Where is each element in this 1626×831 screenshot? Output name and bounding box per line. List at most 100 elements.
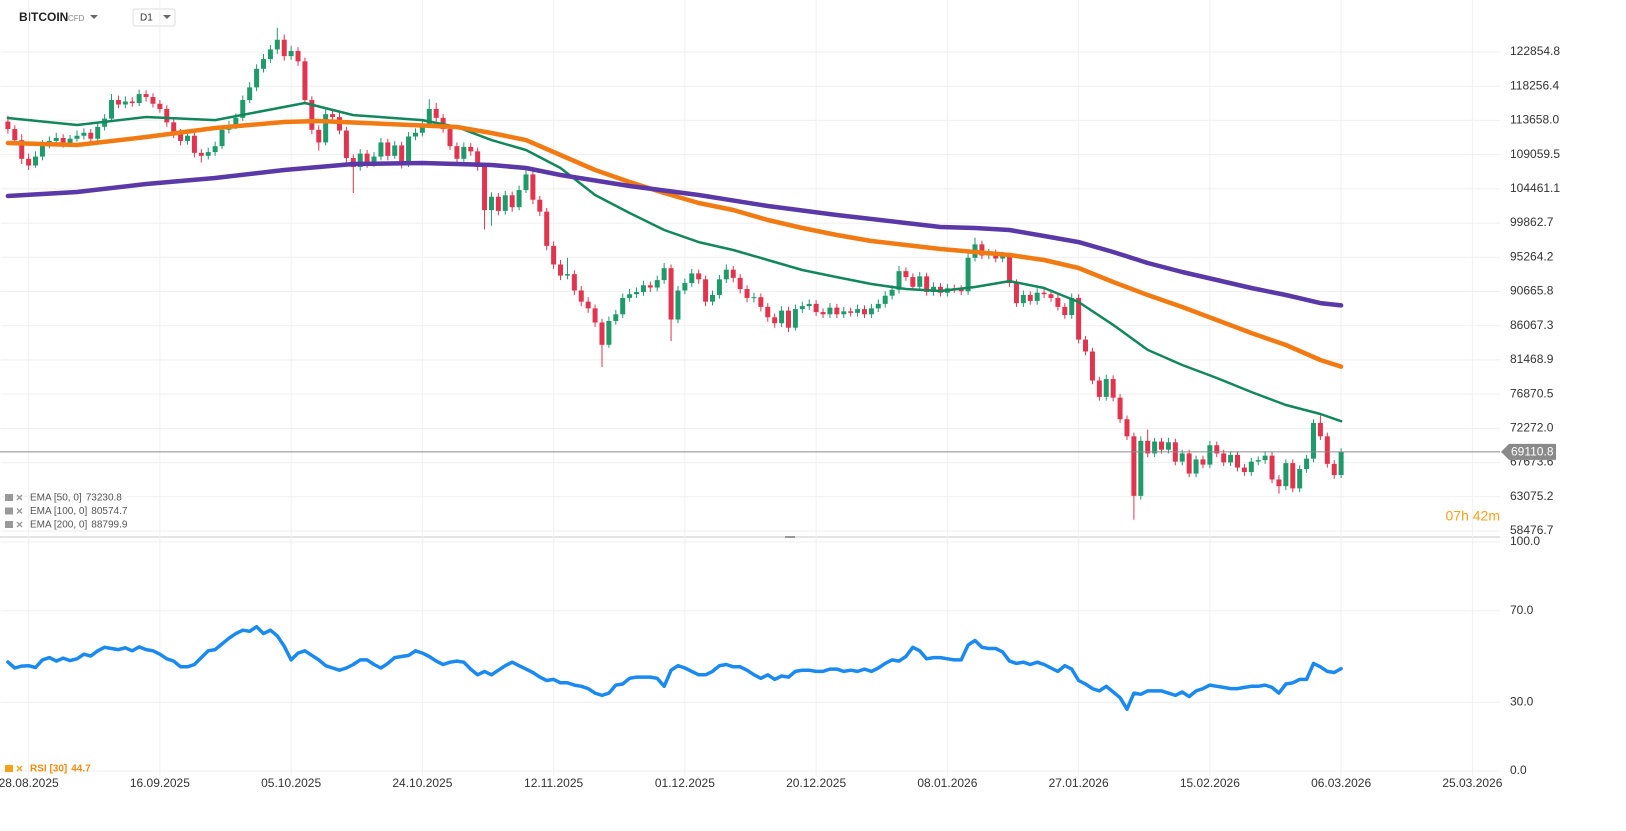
candle-body <box>1007 256 1013 284</box>
candle-body <box>274 39 280 50</box>
candle-body <box>730 269 736 278</box>
legend-value: 44.7 <box>71 764 91 775</box>
candle-body <box>1027 294 1033 301</box>
candle-body <box>1159 441 1165 450</box>
candle-body <box>516 190 522 208</box>
candle-body <box>1117 397 1123 420</box>
y-tick-label: 90665.8 <box>1510 284 1554 298</box>
candle-body <box>468 146 474 152</box>
candle-body <box>716 279 722 295</box>
candle-body <box>592 308 598 323</box>
candle-body <box>661 268 667 281</box>
candle-body <box>122 101 128 105</box>
candle-body <box>613 314 619 322</box>
candle-body <box>1269 455 1275 480</box>
candle-body <box>240 100 246 118</box>
timeframe-dropdown[interactable] <box>163 15 171 19</box>
candle-body <box>178 133 184 141</box>
legend-name: EMA [100, 0] <box>30 506 87 517</box>
candle-body <box>323 114 329 143</box>
candle-body <box>185 135 191 141</box>
candle-body <box>509 195 515 208</box>
candle-body <box>109 100 115 119</box>
x-tick-label: 05.10.2025 <box>261 776 321 790</box>
candle-body <box>1103 379 1109 397</box>
candle-body <box>1076 297 1082 340</box>
candle-body <box>198 152 204 156</box>
candle-body <box>571 274 577 291</box>
candle-body <box>461 146 467 159</box>
candle-body <box>1248 461 1254 473</box>
x-tick-label: 16.09.2025 <box>130 776 190 790</box>
y-tick-label: 109059.5 <box>1510 147 1560 161</box>
candle-body <box>958 289 964 292</box>
candle-body <box>343 130 349 159</box>
mark-layer <box>0 27 1500 711</box>
candle-body <box>544 211 550 246</box>
candle-body <box>378 142 384 157</box>
candle-body <box>792 309 798 328</box>
y-tick-label: 100.0 <box>1510 534 1540 548</box>
candle-body <box>1207 445 1213 465</box>
candle-body <box>406 136 412 165</box>
y-tick-label: 63075.2 <box>1510 489 1554 503</box>
symbol-dropdown[interactable] <box>90 15 98 19</box>
candle-body <box>1055 297 1061 307</box>
candle-body <box>288 50 294 57</box>
candle-body <box>896 271 902 290</box>
candle-body <box>281 39 287 57</box>
y-tick-label: 118256.4 <box>1510 78 1559 92</box>
legend-remove-icon <box>16 765 23 772</box>
current-price-tag <box>1501 443 1556 460</box>
candle-body <box>578 290 584 302</box>
candle-body <box>254 68 260 88</box>
y-tick-label: 0.0 <box>1510 763 1527 777</box>
legend-name: EMA [200, 0] <box>30 520 87 531</box>
candle-body <box>1317 422 1323 437</box>
candle-body <box>820 312 826 315</box>
rsi-line <box>6 624 1343 711</box>
candle-body <box>136 94 142 104</box>
candle-body <box>979 244 985 256</box>
candle-body <box>475 151 481 167</box>
candle-body <box>33 156 39 166</box>
candle-body <box>392 145 398 156</box>
x-tick-label: 06.03.2026 <box>1311 776 1371 790</box>
legend-name: RSI [30] <box>30 764 67 775</box>
x-tick-label: 01.12.2025 <box>655 776 715 790</box>
y-tick-label: 81468.9 <box>1510 352 1554 366</box>
candle-body <box>1297 469 1303 489</box>
candle-body <box>1069 297 1075 316</box>
instrument-type: CFD <box>68 14 85 23</box>
candle-body <box>841 311 847 315</box>
pane-resize-handle[interactable] <box>785 536 795 538</box>
candle-body <box>1186 453 1192 474</box>
y-tick-label: 122854.8 <box>1510 44 1560 58</box>
legend-menu-icon <box>5 765 13 772</box>
symbol[interactable]: BITCOIN <box>19 10 68 24</box>
candle-body <box>1034 292 1040 301</box>
candle-body <box>295 50 301 62</box>
timeframe[interactable]: D1 <box>140 13 153 24</box>
candle-body <box>654 280 660 288</box>
candle-body <box>1283 463 1289 487</box>
candle-body <box>488 196 494 211</box>
candle-body <box>751 297 757 299</box>
candle-body <box>364 153 370 164</box>
candle-body <box>1110 379 1116 398</box>
timeframe-select[interactable] <box>132 8 176 27</box>
candle-body <box>371 156 377 164</box>
candle-body <box>799 306 805 310</box>
y-tick-label: 70.0 <box>1510 603 1534 617</box>
candle-body <box>965 257 971 292</box>
candle-body <box>703 279 709 302</box>
candle-body <box>558 264 564 276</box>
candle-body <box>1221 453 1227 463</box>
candle-body <box>834 307 840 315</box>
candle-body <box>302 61 308 101</box>
candle-body <box>675 290 681 320</box>
candle-body <box>710 294 716 302</box>
x-tick-label: 27.01.2026 <box>1049 776 1109 790</box>
candle-body <box>868 308 874 315</box>
